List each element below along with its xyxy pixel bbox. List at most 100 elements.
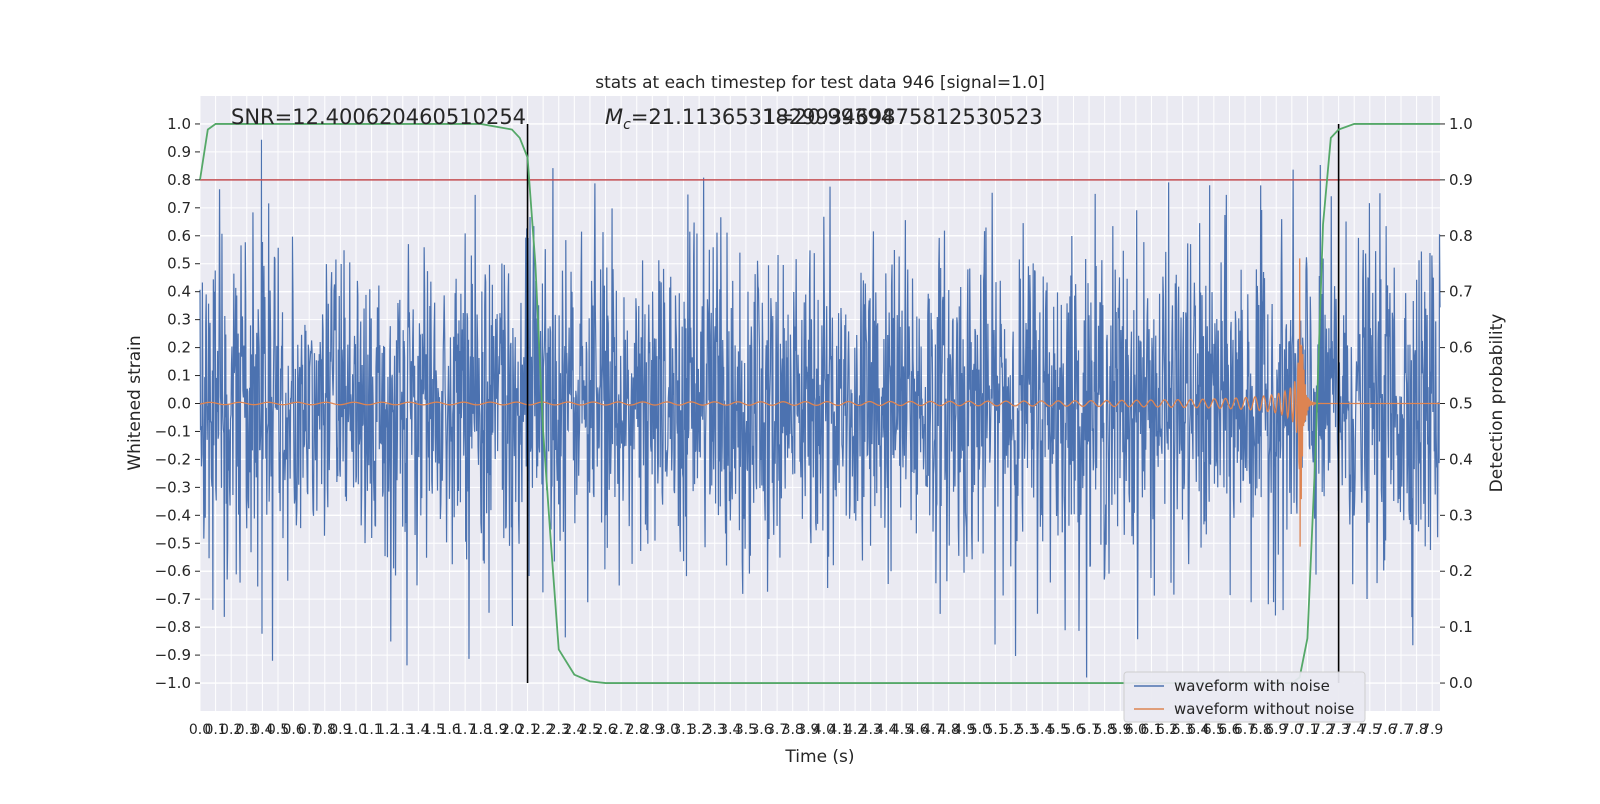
x-tick-label: 0.3 — [236, 722, 258, 738]
x-tick-label: 5.2 — [1000, 722, 1022, 738]
x-tick-label: 3.6 — [750, 722, 772, 738]
y-tick-label: −0.6 — [155, 562, 191, 580]
x-tick-label: 1.5 — [423, 722, 445, 738]
x-tick-label: 1.4 — [407, 722, 429, 738]
x-tick-label: 0.2 — [220, 722, 242, 738]
x-tick-label: 6.4 — [1187, 722, 1209, 738]
x-tick-label: 1.8 — [470, 722, 492, 738]
x-tick-label: 5.3 — [1016, 722, 1038, 738]
x-tick-label: 4.3 — [860, 722, 882, 738]
x-tick-label: 0.6 — [282, 722, 304, 738]
noise-line — [199, 139, 1441, 678]
legend-box — [1123, 671, 1366, 723]
right-y-tick-label: 1.0 — [1449, 115, 1473, 133]
x-tick-label: 7.1 — [1296, 722, 1318, 738]
x-tick-label: 7.4 — [1343, 722, 1365, 738]
x-tick-label: 6.6 — [1218, 722, 1240, 738]
x-tick-label: 5.4 — [1031, 722, 1053, 738]
x-tick-label: 3.3 — [704, 722, 726, 738]
x-tick-label: 1.7 — [454, 722, 476, 738]
x-tick-label: 4.6 — [906, 722, 928, 738]
x-tick-label: 6.8 — [1249, 722, 1271, 738]
legend-label-clean: waveform without noise — [1174, 700, 1354, 718]
y-tick-label: 0.1 — [167, 367, 191, 385]
y-tick-label: 0.0 — [167, 395, 191, 413]
x-tick-label: 3.9 — [797, 722, 819, 738]
y-tick-label: −0.2 — [155, 450, 191, 468]
x-tick-label: 5.5 — [1047, 722, 1069, 738]
x-tick-label: 2.8 — [626, 722, 648, 738]
x-tick-label: 5.9 — [1109, 722, 1131, 738]
x-tick-label: 3.2 — [688, 722, 710, 738]
y-tick-label: −0.1 — [155, 422, 191, 440]
right-y-tick-label: 0.4 — [1449, 450, 1473, 468]
right-y-tick-label: 0.3 — [1449, 506, 1473, 524]
y-tick-label: 0.4 — [167, 283, 191, 301]
x-tick-label: 6.3 — [1172, 722, 1194, 738]
y-tick-label: −1.0 — [155, 674, 191, 692]
x-tick-label: 3.7 — [766, 722, 788, 738]
x-tick-label: 2.2 — [532, 722, 554, 738]
overlapping-annotation: 1=20.99394 — [763, 105, 894, 129]
x-tick-label: 0.7 — [298, 722, 320, 738]
series-detection-probability — [199, 123, 1440, 684]
x-tick-label: 7.7 — [1390, 722, 1412, 738]
x-tick-label: 6.2 — [1156, 722, 1178, 738]
x-tick-label: 5.0 — [969, 722, 991, 738]
x-tick-label: 4.4 — [875, 722, 897, 738]
legend: waveform with noise waveform without noi… — [1123, 671, 1366, 723]
x-tick-label: 2.9 — [641, 722, 663, 738]
y-tick-label: −0.5 — [155, 534, 191, 552]
y-tick-label: 0.6 — [167, 227, 191, 245]
x-tick-label: 2.7 — [610, 722, 632, 738]
x-tick-label: 6.5 — [1203, 722, 1225, 738]
y-tick-label: 0.9 — [167, 143, 191, 161]
x-tick-label: 2.3 — [548, 722, 570, 738]
right-y-tick-label: 0.9 — [1449, 171, 1473, 189]
snr-annotation: SNR=12.400620460510254 — [231, 105, 526, 129]
right-y-tick-labels: 1.0 0.9 0.8 0.7 0.6 0.5 0.4 0.3 0.2 0.1 0.0 — [1440, 115, 1473, 692]
chirp-line — [199, 258, 1440, 547]
x-tick-label: 1.9 — [485, 722, 507, 738]
y-axis-label: Whitened strain — [125, 335, 145, 470]
vertical-lines — [526, 123, 1340, 684]
x-tick-label: 2.4 — [563, 722, 585, 738]
x-tick-label: 7.9 — [1421, 722, 1443, 738]
y-tick-label: −0.9 — [155, 646, 191, 664]
right-y-tick-label: 0.0 — [1449, 674, 1473, 692]
x-tick-label: 0.1 — [204, 722, 226, 738]
chart-title: stats at each timestep for test data 946… — [595, 73, 1045, 93]
legend-label-noise: waveform with noise — [1174, 677, 1330, 695]
x-tick-label: 4.8 — [938, 722, 960, 738]
y-tick-label: 0.5 — [167, 255, 191, 273]
chirp-mass-annotation: Mc=21.113653182993469875812530523 — [605, 105, 1043, 133]
x-tick-label: 0.0 — [189, 722, 211, 738]
y-tick-label: 0.2 — [167, 339, 191, 357]
x-tick-label: 1.2 — [376, 722, 398, 738]
x-tick-label: 4.5 — [891, 722, 913, 738]
right-y-tick-label: 0.7 — [1449, 283, 1473, 301]
x-tick-label: 4.1 — [828, 722, 850, 738]
x-tick-label: 5.6 — [1062, 722, 1084, 738]
x-tick-label: 1.1 — [360, 722, 382, 738]
x-tick-label: 7.6 — [1374, 722, 1396, 738]
x-tick-label: 7.2 — [1312, 722, 1334, 738]
x-tick-label: 5.1 — [984, 722, 1006, 738]
x-tick-label: 3.4 — [719, 722, 741, 738]
x-tick-label: 7.5 — [1359, 722, 1381, 738]
x-tick-label: 2.5 — [579, 722, 601, 738]
right-y-tick-label: 0.1 — [1449, 618, 1473, 636]
chirp-mass-value: =21.113653182993469875812530523 — [631, 105, 1043, 129]
x-tick-label: 6.1 — [1140, 722, 1162, 738]
x-tick-label: 7.0 — [1281, 722, 1303, 738]
x-tick-labels: 0.00.10.20.30.40.50.60.70.80.91.01.11.21… — [189, 722, 1443, 738]
x-tick-label: 6.7 — [1234, 722, 1256, 738]
y-tick-label: 0.7 — [167, 199, 191, 217]
x-tick-label: 3.1 — [672, 722, 694, 738]
right-y-tick-label: 0.6 — [1449, 339, 1473, 357]
x-tick-label: 4.0 — [813, 722, 835, 738]
x-tick-label: 0.8 — [314, 722, 336, 738]
y-tick-labels: 1.0 0.9 0.8 0.7 0.6 0.5 0.4 0.3 0.2 0.1 0.0 −0.1 −0.… — [155, 115, 200, 692]
x-tick-label: 2.1 — [516, 722, 538, 738]
